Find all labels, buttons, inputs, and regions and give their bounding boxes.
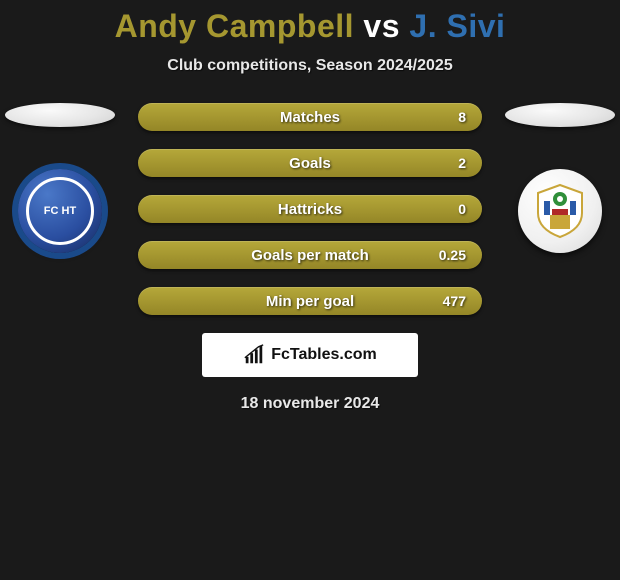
stat-value: 477	[443, 293, 466, 309]
stat-bar: Min per goal 477	[138, 287, 482, 315]
stat-label: Min per goal	[156, 293, 464, 310]
stat-value: 8	[458, 109, 466, 125]
player-a-column: FC HT	[0, 103, 120, 253]
comparison-body: FC HT Matches 8 Goals 2 Hattricks 0 Goal…	[0, 103, 620, 315]
stat-bar: Goals 2	[138, 149, 482, 177]
stat-label: Matches	[156, 109, 464, 126]
player-a-name: Andy Campbell	[115, 8, 354, 44]
stat-label: Goals	[156, 155, 464, 172]
date-text: 18 november 2024	[0, 395, 620, 413]
comparison-title: Andy Campbell vs J. Sivi	[0, 0, 620, 45]
stat-label: Hattricks	[156, 201, 464, 218]
watermark-text: FcTables.com	[271, 346, 377, 364]
club-crest-halifax: FC HT	[18, 169, 102, 253]
stat-bar: Matches 8	[138, 103, 482, 131]
player-b-name: J. Sivi	[409, 8, 505, 44]
stats-bars: Matches 8 Goals 2 Hattricks 0 Goals per …	[138, 103, 482, 315]
player-b-column	[500, 103, 620, 253]
player-a-silhouette	[5, 103, 115, 127]
stat-value: 0	[458, 201, 466, 217]
stat-label: Goals per match	[156, 247, 464, 264]
player-b-silhouette	[505, 103, 615, 127]
vs-text: vs	[363, 8, 400, 44]
stat-bar: Goals per match 0.25	[138, 241, 482, 269]
club-crest-sutton	[518, 169, 602, 253]
stat-value: 2	[458, 155, 466, 171]
stat-value: 0.25	[439, 247, 466, 263]
chart-icon	[243, 344, 265, 366]
watermark: FcTables.com	[202, 333, 418, 377]
stat-bar: Hattricks 0	[138, 195, 482, 223]
subtitle: Club competitions, Season 2024/2025	[0, 57, 620, 75]
